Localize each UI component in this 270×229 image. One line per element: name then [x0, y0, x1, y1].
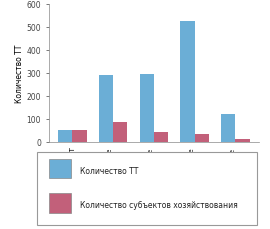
FancyBboxPatch shape: [49, 159, 71, 178]
Text: Количество субъектов хозяйствования: Количество субъектов хозяйствования: [80, 200, 238, 209]
Bar: [113, 123, 127, 142]
Bar: [58, 131, 72, 142]
Bar: [72, 131, 87, 142]
Bar: [154, 133, 168, 142]
Bar: [140, 74, 154, 142]
FancyBboxPatch shape: [49, 193, 71, 213]
FancyBboxPatch shape: [37, 152, 257, 225]
Text: Количество ТТ: Количество ТТ: [80, 166, 139, 175]
Bar: [195, 134, 209, 142]
Bar: [235, 140, 250, 142]
Bar: [180, 22, 195, 142]
Bar: [99, 76, 113, 142]
Y-axis label: Количество ТТ: Количество ТТ: [15, 44, 23, 102]
Bar: [221, 114, 235, 142]
